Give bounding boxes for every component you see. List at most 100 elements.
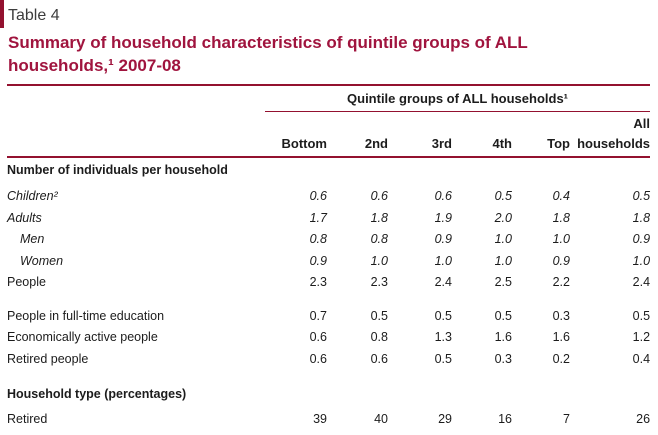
cell-value: 0.9 xyxy=(552,253,570,268)
cell-value: 2.0 xyxy=(494,210,512,225)
column-group-header: Quintile groups of ALL households¹ xyxy=(265,85,651,112)
cell-value: 2.4 xyxy=(632,275,651,289)
cell-value: 39 xyxy=(313,411,327,426)
table-row-economically-active: Economically active people 0.6 0.8 1.3 1… xyxy=(7,323,650,345)
spacer-row xyxy=(7,289,650,301)
row-label: Retired people xyxy=(7,351,89,366)
cell-value: 1.9 xyxy=(434,210,452,225)
section-header-row: Household type (percentages) xyxy=(7,378,650,401)
cell-value: 0.8 xyxy=(309,232,327,246)
cell-value: 7 xyxy=(563,411,570,426)
cell-value: 1.7 xyxy=(309,210,327,225)
cell-value: 0.5 xyxy=(494,189,512,203)
cell-value: 1.8 xyxy=(632,210,651,225)
cell-value: 0.5 xyxy=(434,308,452,323)
cell-value: 0.6 xyxy=(309,189,327,203)
column-header-row: Bottom 2nd 3rd 4th Top households xyxy=(7,131,651,158)
row-label: Economically active people xyxy=(7,330,158,344)
cell-value: 1.3 xyxy=(434,330,452,344)
cell-value: 0.9 xyxy=(632,232,651,246)
cell-value: 1.0 xyxy=(370,253,388,268)
cell-value: 16 xyxy=(498,411,512,426)
cell-value: 1.0 xyxy=(632,253,651,268)
cell-value: 1.0 xyxy=(494,232,512,246)
cell-value: 1.0 xyxy=(434,253,452,268)
cell-value: 0.5 xyxy=(632,189,651,203)
cell-value: 0.6 xyxy=(309,351,327,366)
table-row-retired-people: Retired people 0.6 0.6 0.5 0.3 0.2 0.4 xyxy=(7,344,650,366)
column-header-all-line1: All xyxy=(633,116,651,131)
column-header-all-line2: households xyxy=(570,131,651,158)
cell-value: 26 xyxy=(636,411,651,426)
column-header-bottom: Bottom xyxy=(265,131,327,158)
cell-value: 1.6 xyxy=(552,330,570,344)
cell-value: 40 xyxy=(374,411,388,426)
cell-value: 2.3 xyxy=(370,275,388,289)
row-label: Women xyxy=(20,253,64,268)
column-header-top: Top xyxy=(512,131,570,158)
cell-value: 1.2 xyxy=(632,330,651,344)
row-label: Retired xyxy=(7,411,48,426)
cell-value: 1.8 xyxy=(370,210,388,225)
section-title: Household type (percentages) xyxy=(7,386,187,401)
cell-value: 1.8 xyxy=(552,210,570,225)
table-header-block: Table 4 Summary of household characteris… xyxy=(0,0,658,77)
table-row-women: Women 0.9 1.0 1.0 1.0 0.9 1.0 xyxy=(7,246,650,268)
row-label: Men xyxy=(20,232,45,246)
cell-value: 0.6 xyxy=(434,189,452,203)
cell-value: 0.6 xyxy=(370,189,388,203)
cell-value: 2.5 xyxy=(494,275,512,289)
table-row-fulltime-education: People in full-time education 0.7 0.5 0.… xyxy=(7,301,650,323)
corner-accent-bar xyxy=(0,0,4,28)
cell-value: 0.5 xyxy=(370,308,388,323)
spacer-cell xyxy=(7,112,265,132)
cell-value: 0.2 xyxy=(552,351,570,366)
cell-value: 2.3 xyxy=(309,275,327,289)
section-header-row: Number of individuals per household xyxy=(7,157,650,177)
cell-value: 1.6 xyxy=(494,330,512,344)
cell-value: 0.6 xyxy=(370,351,388,366)
cell-value: 0.8 xyxy=(370,330,388,344)
cell-value: 0.3 xyxy=(552,308,570,323)
column-header-2nd: 2nd xyxy=(327,131,388,158)
row-label: Children² xyxy=(7,189,58,203)
cell-value: 1.0 xyxy=(494,253,512,268)
cell-value: 2.2 xyxy=(552,275,570,289)
spacer-cell xyxy=(7,289,650,301)
cell-value: 0.5 xyxy=(434,351,452,366)
column-group-header-row: Quintile groups of ALL households¹ xyxy=(7,85,651,112)
cell-value: 0.6 xyxy=(309,330,327,344)
cell-value: 0.8 xyxy=(370,232,388,246)
data-table: Quintile groups of ALL households¹ All B… xyxy=(7,84,651,426)
cell-value: 0.9 xyxy=(434,232,452,246)
spacer-cell xyxy=(7,366,650,378)
cell-value: 2.4 xyxy=(434,275,452,289)
cell-value: 0.3 xyxy=(494,351,512,366)
section-title: Number of individuals per household xyxy=(7,163,228,177)
spacer-cell xyxy=(7,131,265,158)
cell-value: 0.4 xyxy=(552,189,570,203)
spacer-cell xyxy=(388,112,452,132)
table-title-line1: Summary of household characteristics of … xyxy=(8,33,528,52)
cell-value: 1.0 xyxy=(552,232,570,246)
table-title: Summary of household characteristics of … xyxy=(8,31,658,77)
column-header-4th: 4th xyxy=(452,131,512,158)
table-title-line2: households,¹ 2007-08 xyxy=(8,56,181,75)
cell-value: 0.5 xyxy=(632,308,651,323)
table-row-retired: Retired 39 40 29 16 7 26 xyxy=(7,401,650,426)
table-row-children: Children² 0.6 0.6 0.6 0.5 0.4 0.5 xyxy=(7,177,650,203)
spacer-cell xyxy=(265,112,327,132)
spacer-cell xyxy=(512,112,570,132)
table-row-adults: Adults 1.7 1.8 1.9 2.0 1.8 1.8 xyxy=(7,203,650,225)
cell-value: 29 xyxy=(438,411,452,426)
spacer-cell xyxy=(452,112,512,132)
cell-value: 0.7 xyxy=(309,308,327,323)
spacer-row xyxy=(7,366,650,378)
table-number: Table 4 xyxy=(8,7,60,24)
cell-value: 0.4 xyxy=(632,351,651,366)
row-label: People in full-time education xyxy=(7,308,165,323)
column-header-3rd: 3rd xyxy=(388,131,452,158)
row-label: People xyxy=(7,275,46,289)
column-header-row-upper: All xyxy=(7,112,650,132)
